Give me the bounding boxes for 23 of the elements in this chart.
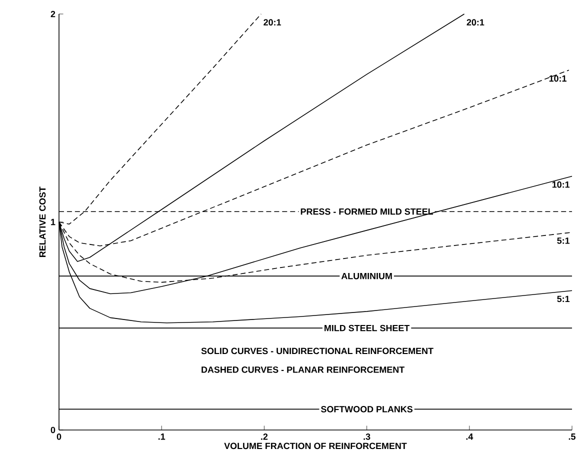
y-axis-title: RELATIVE COST <box>39 186 46 257</box>
series-label: 20:1 <box>264 19 282 26</box>
x-tick-label: .5 <box>568 434 576 440</box>
annotation: SOLID CURVES - UNIDIRECTIONAL REINFORCEMENT <box>201 348 434 354</box>
ref-line-label: SOFTWOOD PLANKS <box>320 406 413 412</box>
y-tick-label: 0 <box>50 426 56 434</box>
ref-line-label: ALUMINIUM <box>341 272 392 280</box>
y-tick-label: 2 <box>50 10 56 18</box>
series-label: 5:1 <box>557 238 570 244</box>
x-axis-title: VOLUME FRACTION OF REINFORCEMENT <box>224 442 407 450</box>
x-tick-label: .4 <box>466 434 474 440</box>
series-label: 10:1 <box>552 181 570 188</box>
series-label: 5:1 <box>557 296 570 302</box>
x-tick-label: 0 <box>56 434 62 440</box>
annotation: DASHED CURVES - PLANAR REINFORCEMENT <box>202 366 404 373</box>
series-label: 10:1 <box>549 75 566 82</box>
ref-line-label: MILD STEEL SHEET <box>324 324 410 332</box>
series-label: 20:1 <box>466 19 484 26</box>
y-tick-label: 1 <box>51 218 56 226</box>
x-tick-label: .2 <box>261 434 268 440</box>
ref-line-label: PRESS - FORMED MILD STEEL <box>300 208 434 215</box>
x-tick-label: .3 <box>364 434 370 440</box>
x-tick-label: .1 <box>158 434 166 440</box>
